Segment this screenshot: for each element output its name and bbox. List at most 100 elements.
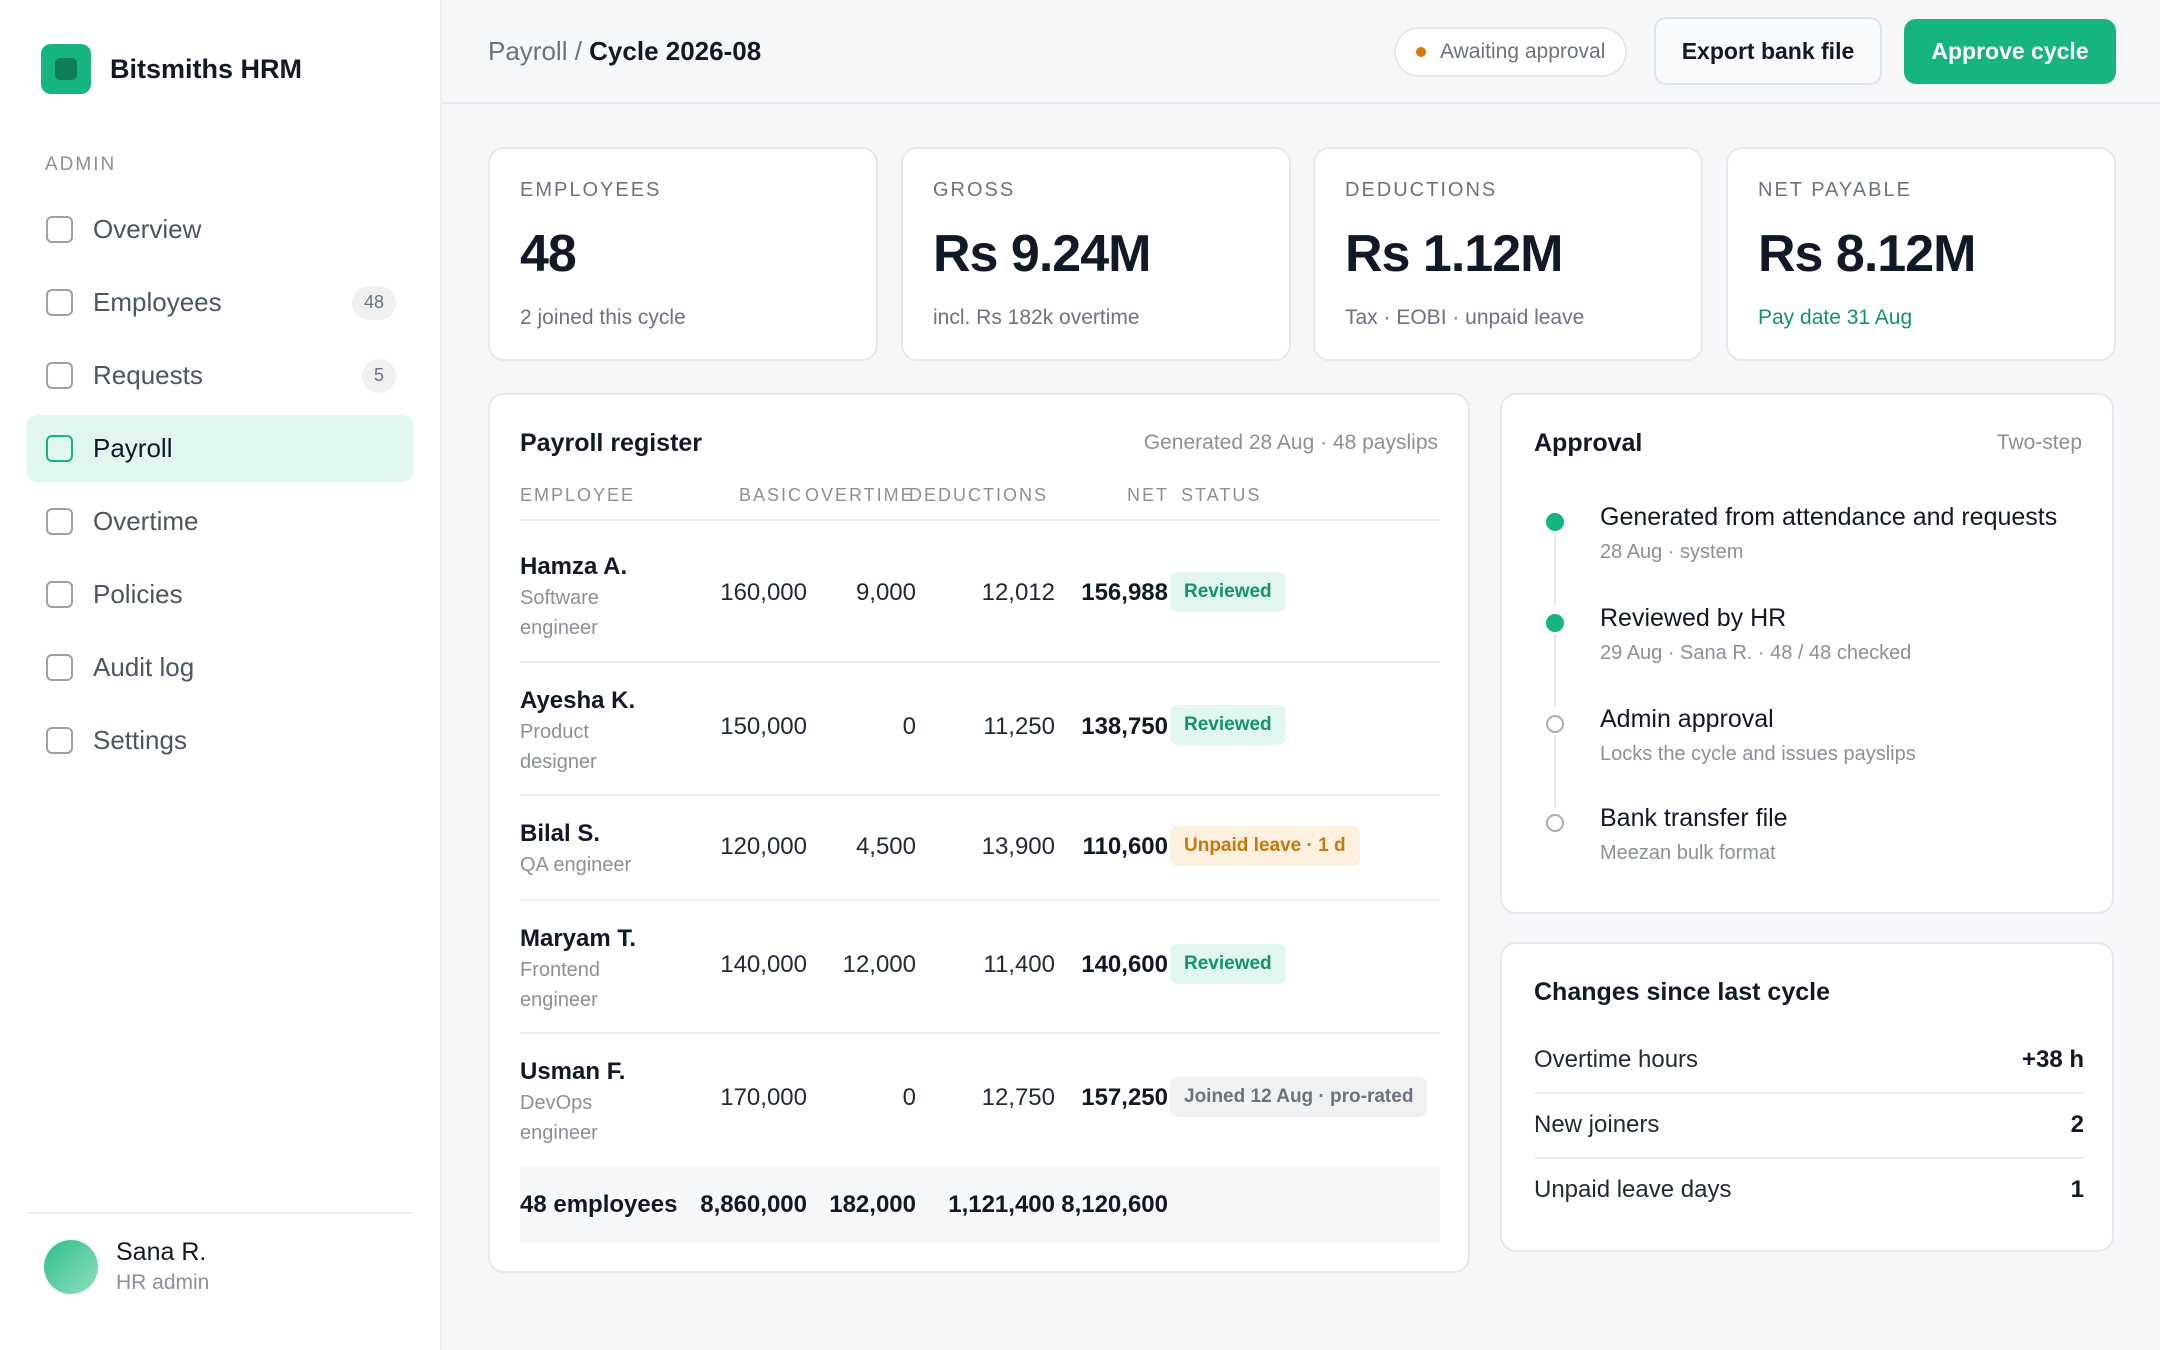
kpi-sub: incl. Rs 182k overtime xyxy=(933,306,1140,329)
settings-icon xyxy=(46,727,73,754)
total-net: 8,120,600 xyxy=(1061,1191,1168,1218)
sidebar-item-label: Overtime xyxy=(93,506,199,536)
status-badge: Reviewed xyxy=(1170,705,1286,745)
employee-role: DevOps engineer xyxy=(520,1092,598,1144)
net-cell: 110,600 xyxy=(1082,833,1168,860)
column-net[interactable]: NET xyxy=(1127,485,1169,505)
change-row-new-joiners: New joiners 2 xyxy=(1534,1095,2084,1159)
kpi-sub: Pay date 31 Aug xyxy=(1758,306,1913,329)
kpi-sub: Tax · EOBI · unpaid leave xyxy=(1345,306,1585,329)
sidebar-item-requests[interactable]: Requests 5 xyxy=(26,342,414,409)
net-cell: 140,600 xyxy=(1081,951,1168,978)
kpi-card-deductions: DEDUCTIONS Rs 1.12M Tax · EOBI · unpaid … xyxy=(1313,147,1703,361)
sidebar-item-policies[interactable]: Policies xyxy=(26,561,414,628)
step-done-icon xyxy=(1546,614,1564,632)
total-basic: 8,860,000 xyxy=(700,1191,807,1218)
approval-step: Admin approval Locks the cycle and issue… xyxy=(1534,705,2094,807)
brand[interactable]: Bitsmiths HRM xyxy=(41,44,302,94)
table-row[interactable]: Maryam T. Frontend engineer 140,000 12,0… xyxy=(520,901,1440,1034)
breadcrumb-current: Cycle 2026-08 xyxy=(589,36,762,66)
register-meta: Generated 28 Aug · 48 payslips xyxy=(1143,431,1438,454)
basic-cell: 120,000 xyxy=(720,833,807,860)
step-subtitle: Meezan bulk format xyxy=(1600,842,1776,864)
total-overtime: 182,000 xyxy=(829,1191,916,1218)
sidebar-item-label: Audit log xyxy=(93,652,195,682)
change-value: 1 xyxy=(2070,1176,2084,1203)
net-cell: 138,750 xyxy=(1081,713,1168,740)
user-profile[interactable]: Sana R. HR admin xyxy=(26,1212,414,1295)
kpi-label: EMPLOYEES xyxy=(520,179,662,201)
column-status[interactable]: STATUS xyxy=(1181,485,1262,505)
column-overtime[interactable]: OVERTIME xyxy=(805,485,915,505)
kpi-label: GROSS xyxy=(933,179,1016,201)
step-subtitle: Locks the cycle and issues payslips xyxy=(1600,743,1916,765)
sidebar: Bitsmiths HRM ADMIN Overview Employees 4… xyxy=(0,0,442,1350)
kpi-sub: 2 joined this cycle xyxy=(520,306,686,329)
change-row-unpaid-leave-days: Unpaid leave days 1 xyxy=(1534,1160,2084,1224)
user-text: Sana R. HR admin xyxy=(116,1238,209,1295)
brand-logo-icon xyxy=(41,44,91,94)
change-label: New joiners xyxy=(1534,1111,1660,1138)
avatar xyxy=(44,1239,98,1294)
column-deductions[interactable]: DEDUCTIONS xyxy=(909,485,1049,505)
employee-cell: Usman F. DevOps engineer xyxy=(520,1058,670,1148)
step-subtitle: 28 Aug · system xyxy=(1600,541,1744,563)
change-value: +38 h xyxy=(2021,1046,2084,1073)
sidebar-item-label: Employees xyxy=(93,287,222,317)
payroll-icon xyxy=(46,435,73,462)
sidebar-item-label: Policies xyxy=(93,579,183,609)
change-value: 2 xyxy=(2070,1111,2084,1138)
step-subtitle: 29 Aug · Sana R. · 48 / 48 checked xyxy=(1600,642,1912,664)
approval-step: Bank transfer file Meezan bulk format xyxy=(1534,804,2094,884)
deductions-cell: 12,012 xyxy=(981,579,1055,606)
user-name: Sana R. xyxy=(116,1238,207,1266)
step-done-icon xyxy=(1546,513,1564,531)
audit-log-icon xyxy=(46,654,73,681)
change-label: Unpaid leave days xyxy=(1534,1176,1732,1203)
status-badge: Reviewed xyxy=(1170,944,1286,984)
step-title: Generated from attendance and requests xyxy=(1600,503,2058,531)
step-connector xyxy=(1554,533,1556,605)
sidebar-item-label: Payroll xyxy=(93,433,173,463)
table-header: EMPLOYEE BASIC OVERTIME DEDUCTIONS NET S… xyxy=(520,485,1440,521)
deductions-cell: 11,400 xyxy=(983,951,1055,978)
employee-role: QA engineer xyxy=(520,854,632,876)
employee-name: Ayesha K. xyxy=(520,687,636,714)
basic-cell: 170,000 xyxy=(720,1084,807,1111)
top-bar: Payroll / Cycle 2026-08 Awaiting approva… xyxy=(442,0,2160,104)
kpi-value: Rs 1.12M xyxy=(1345,225,1563,283)
sidebar-item-employees[interactable]: Employees 48 xyxy=(26,269,414,336)
sidebar-item-audit-log[interactable]: Audit log xyxy=(26,634,414,701)
approval-panel: Approval Two-step Generated from attenda… xyxy=(1500,393,2114,914)
kpi-card-net-payable: NET PAYABLE Rs 8.12M Pay date 31 Aug xyxy=(1726,147,2116,361)
deductions-cell: 12,750 xyxy=(981,1084,1055,1111)
sidebar-item-overview[interactable]: Overview xyxy=(26,196,414,263)
approval-title: Approval xyxy=(1534,429,1643,457)
export-bank-file-button[interactable]: Export bank file xyxy=(1654,17,1882,85)
breadcrumb: Payroll / Cycle 2026-08 xyxy=(488,36,761,67)
sidebar-item-payroll[interactable]: Payroll xyxy=(26,415,414,482)
employee-role: Frontend engineer xyxy=(520,959,601,1011)
step-title: Reviewed by HR xyxy=(1600,604,1787,632)
count-badge: 5 xyxy=(361,358,396,393)
step-connector xyxy=(1554,634,1556,706)
employees-icon xyxy=(46,289,73,316)
employee-role: Product designer xyxy=(520,721,597,773)
table-row[interactable]: Usman F. DevOps engineer 170,000 0 12,75… xyxy=(520,1034,1440,1167)
net-cell: 156,988 xyxy=(1081,579,1168,606)
basic-cell: 140,000 xyxy=(720,951,807,978)
table-row[interactable]: Hamza A. Software engineer 160,000 9,000… xyxy=(520,529,1440,663)
sidebar-item-label: Overview xyxy=(93,214,202,244)
table-row[interactable]: Bilal S. QA engineer 120,000 4,500 13,90… xyxy=(520,796,1440,901)
overtime-cell: 0 xyxy=(902,713,916,740)
overtime-cell: 0 xyxy=(902,1084,916,1111)
table-row[interactable]: Ayesha K. Product designer 150,000 0 11,… xyxy=(520,663,1440,796)
breadcrumb-parent[interactable]: Payroll xyxy=(488,36,568,66)
column-basic[interactable]: BASIC xyxy=(739,485,804,505)
approve-cycle-button[interactable]: Approve cycle xyxy=(1904,19,2116,84)
sidebar-item-overtime[interactable]: Overtime xyxy=(26,488,414,555)
column-employee[interactable]: EMPLOYEE xyxy=(520,485,636,505)
requests-icon xyxy=(46,362,73,389)
count-badge: 48 xyxy=(351,285,396,320)
sidebar-item-settings[interactable]: Settings xyxy=(26,707,414,774)
